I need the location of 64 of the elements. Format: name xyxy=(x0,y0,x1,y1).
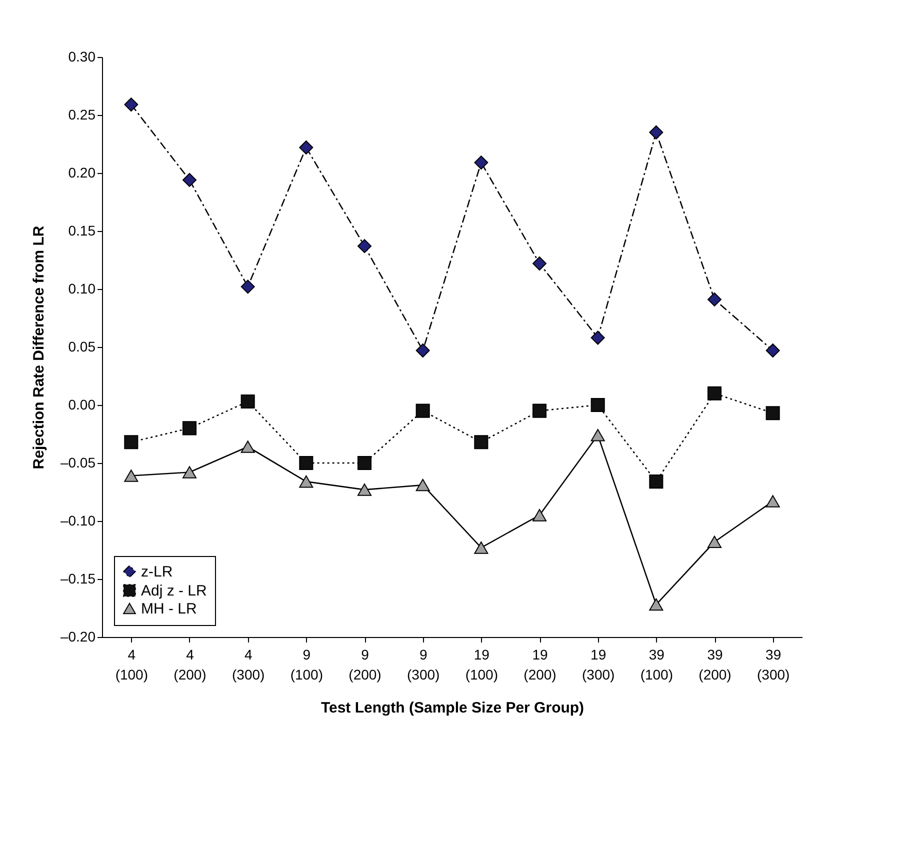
point xyxy=(124,435,138,450)
point xyxy=(474,542,488,554)
legend-label: Adj z - LR xyxy=(141,582,208,600)
point xyxy=(357,239,372,254)
point xyxy=(182,466,197,478)
point xyxy=(707,386,722,400)
point xyxy=(707,292,722,306)
point xyxy=(124,470,138,482)
y-tick-label: 0.30 xyxy=(68,48,96,64)
point xyxy=(240,440,255,453)
point xyxy=(590,330,605,345)
y-tick-label: –0.05 xyxy=(60,454,96,470)
y-tick-label: 0.15 xyxy=(68,222,96,238)
x-tick-label: 19 (100) xyxy=(465,646,498,682)
y-axis-title: Rejection Rate Difference from LR xyxy=(30,226,48,470)
x-tick-label: 9 (200) xyxy=(348,646,382,682)
x-tick-label: 19 (300) xyxy=(582,646,615,682)
x-tick-label: 4 (300) xyxy=(232,646,265,682)
point xyxy=(416,343,430,358)
point xyxy=(416,404,430,418)
point xyxy=(299,140,314,154)
point xyxy=(416,478,430,492)
point xyxy=(707,536,722,548)
point xyxy=(649,598,664,611)
y-tick-label: 0.00 xyxy=(68,396,96,412)
point xyxy=(532,404,547,418)
y-tick-label: 0.10 xyxy=(68,280,96,296)
y-tick-label: –0.10 xyxy=(60,512,96,528)
legend-label: MH - LR xyxy=(141,600,197,618)
point xyxy=(240,280,255,294)
point xyxy=(474,156,488,170)
point xyxy=(766,495,780,508)
x-tick-label: 9 (100) xyxy=(290,646,324,682)
x-tick-label: 4 (200) xyxy=(174,646,206,682)
y-tick-label: 0.05 xyxy=(68,338,96,354)
y-tick-label: –0.20 xyxy=(60,628,96,644)
point xyxy=(124,98,138,112)
y-tick-label: 0.20 xyxy=(68,164,96,180)
x-axis-title: Test Length (Sample Size Per Group) xyxy=(320,700,584,716)
y-tick-label: –0.15 xyxy=(60,570,96,586)
point xyxy=(590,398,605,412)
legend-label: z-LR xyxy=(141,564,173,580)
x-tick-label: 39 (300) xyxy=(756,646,790,682)
point xyxy=(590,429,605,442)
point xyxy=(357,456,372,470)
point xyxy=(474,435,488,450)
point xyxy=(766,343,780,358)
point xyxy=(357,484,372,496)
x-tick-label: 9 (300) xyxy=(406,646,440,682)
x-tick-label: 39 (100) xyxy=(640,646,674,682)
point xyxy=(532,509,547,522)
point xyxy=(649,474,664,489)
point xyxy=(649,125,664,140)
point xyxy=(182,172,197,187)
point xyxy=(299,456,314,470)
x-tick-label: 19 (200) xyxy=(524,646,556,682)
x-tick-label: 4 (100) xyxy=(115,646,148,682)
point xyxy=(766,406,780,420)
x-tick-label: 39 (200) xyxy=(698,646,732,682)
point xyxy=(299,475,314,488)
y-tick-label: 0.25 xyxy=(68,106,96,122)
point xyxy=(532,256,547,270)
point xyxy=(182,421,197,436)
point xyxy=(240,394,255,409)
